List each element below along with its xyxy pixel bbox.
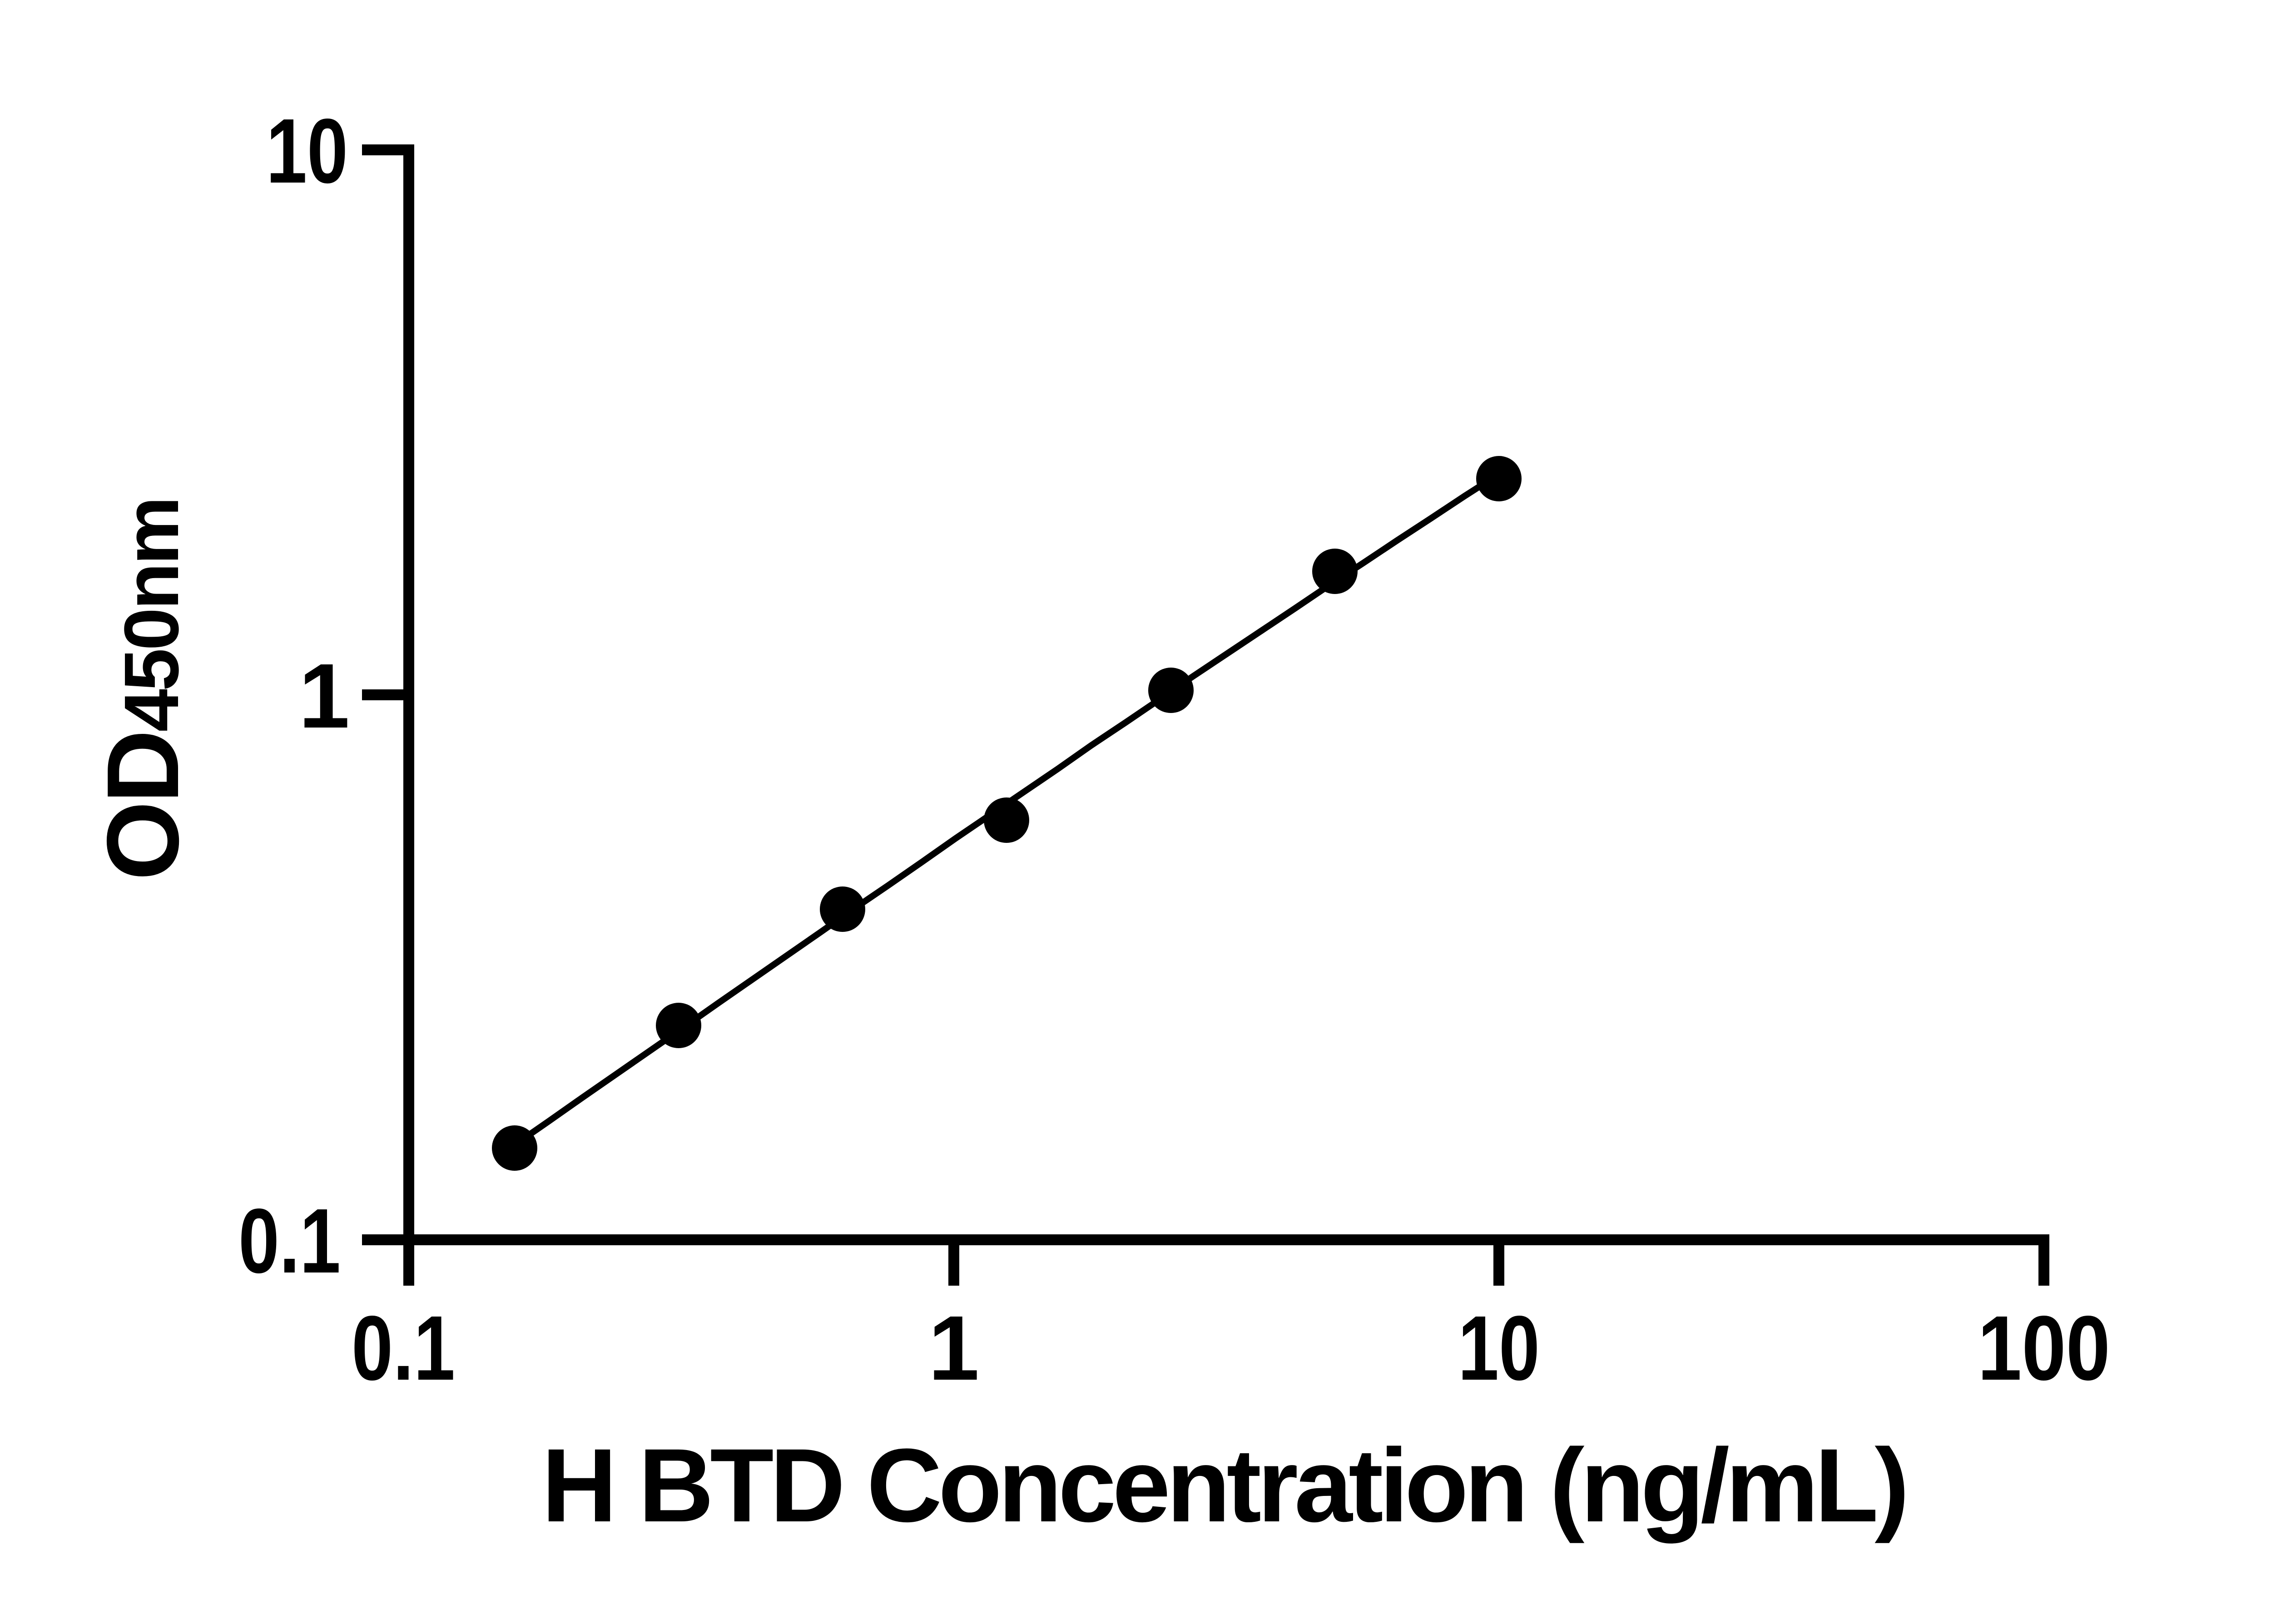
svg-text:1: 1 — [299, 644, 350, 747]
svg-text:0.1: 0.1 — [352, 1297, 455, 1399]
svg-text:0.1: 0.1 — [238, 1189, 341, 1292]
svg-text:10: 10 — [266, 99, 348, 202]
svg-text:OD450nm: OD450nm — [85, 499, 200, 881]
svg-text:10: 10 — [1458, 1297, 1540, 1399]
svg-text:1: 1 — [928, 1297, 979, 1399]
svg-text:100: 100 — [1978, 1297, 2110, 1399]
svg-text:H BTD Concentration (ng/mL): H BTD Concentration (ng/mL) — [542, 1427, 1906, 1544]
